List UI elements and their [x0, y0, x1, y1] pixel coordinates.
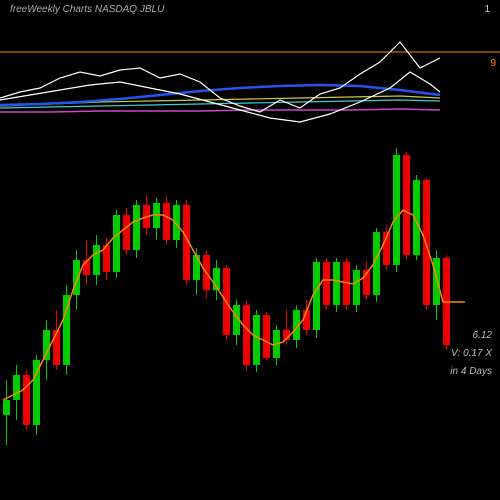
- price-info: 6.12: [473, 330, 492, 341]
- timeframe-info: in 4 Days: [450, 366, 492, 377]
- change-info: V: 0.17 X: [451, 348, 492, 359]
- stock-chart: [0, 0, 500, 500]
